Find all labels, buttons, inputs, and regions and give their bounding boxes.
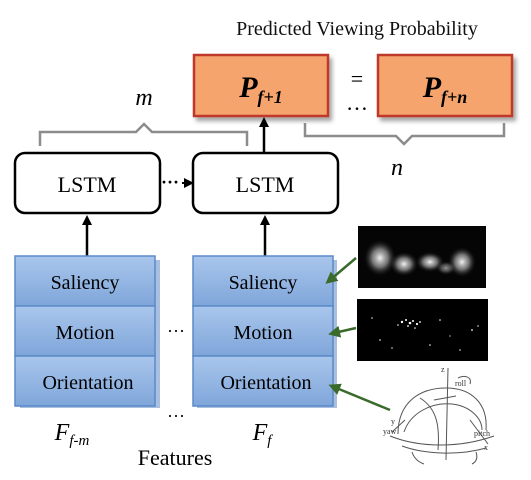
feature-stack-left: Saliency Motion Orientation <box>14 255 160 408</box>
diagram-title: Predicted Viewing Probability <box>236 18 478 40</box>
prediction-dots: … <box>346 90 368 115</box>
feature-right-caption-sub: f <box>267 433 273 449</box>
feature-dots-top: ··· <box>167 321 185 341</box>
feature-right-caption-main: F <box>252 420 268 446</box>
feature-right-saliency-label: Saliency <box>229 272 298 294</box>
lstm-box-left <box>13 151 162 215</box>
prediction-left-symbol: P <box>238 71 258 104</box>
lstm-left-label: LSTM <box>58 172 117 197</box>
feature-right-orientation <box>192 355 334 407</box>
orientation-label-yaw: yaw <box>383 427 397 436</box>
prediction-right-symbol: P <box>422 71 442 104</box>
saliency-map-image <box>358 226 486 288</box>
feature-left-caption-sub: f-m <box>69 433 89 449</box>
orientation-label-y: y <box>391 417 395 426</box>
feature-right-caption: Ff <box>252 420 274 449</box>
feature-right-saliency <box>192 255 334 307</box>
feature-stack-right: Saliency Motion Orientation <box>192 255 337 408</box>
orientation-sketch-labels: z roll y yaw pitch x <box>383 365 490 452</box>
feature-left-saliency-label: Saliency <box>51 272 120 294</box>
orientation-label-z: z <box>441 365 445 374</box>
feature-left-caption: Ff-m <box>54 420 90 449</box>
feature-left-orientation-label: Orientation <box>42 372 133 394</box>
arrow-motion-image-to-feature <box>328 325 357 338</box>
prediction-left-subscript: f+1 <box>258 87 283 107</box>
lstm-dots: ··· <box>161 172 179 192</box>
orientation-sketch-image <box>389 367 495 465</box>
feature-left-caption-main: F <box>54 420 70 446</box>
bracket-m-label: m <box>135 85 152 111</box>
arrow-saliency-image-to-feature <box>325 257 357 284</box>
orientation-label-roll: roll <box>455 379 467 388</box>
arrow-orientation-image-to-feature <box>328 383 391 412</box>
feature-right-motion-label: Motion <box>234 322 293 344</box>
bracket-m <box>38 122 249 146</box>
lstm-right-label: LSTM <box>236 172 295 197</box>
prediction-left-label: Pf+1 <box>238 71 283 107</box>
feature-left-motion <box>14 305 156 357</box>
prediction-box-left <box>192 53 330 118</box>
feature-left-orientation <box>14 355 156 407</box>
features-caption: Features <box>138 445 213 470</box>
bracket-n-label: n <box>391 155 403 181</box>
prediction-right-subscript: f+n <box>441 87 467 107</box>
feature-right-orientation-label: Orientation <box>220 372 311 394</box>
lstm-box-right <box>191 151 340 215</box>
feature-dots-bottom: ··· <box>167 406 185 426</box>
motion-map-image <box>357 299 488 361</box>
feature-left-saliency <box>14 255 156 307</box>
feature-left-motion-label: Motion <box>56 322 115 344</box>
orientation-label-x: x <box>484 443 488 452</box>
bracket-n <box>303 123 506 146</box>
orientation-label-pitch: pitch <box>474 429 490 438</box>
prediction-right-label: Pf+n <box>422 71 468 107</box>
prediction-box-right <box>376 53 514 118</box>
prediction-equals: = <box>351 66 363 91</box>
